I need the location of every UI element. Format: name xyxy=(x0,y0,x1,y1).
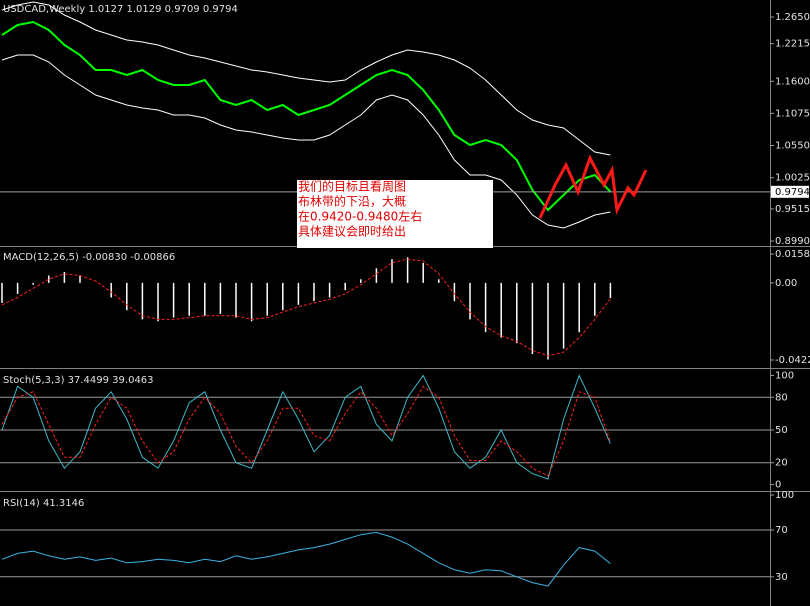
y-tick-label: 70 xyxy=(775,525,788,536)
y-tick-label: 30 xyxy=(775,572,788,583)
y-tick-label: 1.1600 xyxy=(775,76,810,87)
last-price-label: 0.9794 xyxy=(775,187,810,198)
annotation-text: 布林带的下沿，大概 xyxy=(298,194,406,209)
annotation-text: 在0.9420-0.9480左右 xyxy=(298,209,422,224)
y-tick-label: 100 xyxy=(775,490,794,501)
pane-title: RSI(14) 41.3146 xyxy=(3,498,84,509)
last-price-box xyxy=(771,185,809,198)
series-line xyxy=(1,1,611,156)
y-tick-label: 1.2215 xyxy=(775,39,810,50)
y-tick-label: 0.01584 xyxy=(775,249,810,260)
y-tick-label: 1.0550 xyxy=(775,141,810,152)
series-line xyxy=(1,258,611,357)
y-tick-label: 1.1075 xyxy=(775,108,810,119)
y-tick-label: 0.00 xyxy=(775,278,797,289)
series-line xyxy=(1,20,612,212)
y-tick-label: -0.04226 xyxy=(775,355,810,366)
y-tick-label: 0.9515 xyxy=(775,204,810,215)
annotation-box: 我们的目标且看周图布林带的下沿，大概在0.9420-0.9480左右具体建议会即… xyxy=(297,179,493,248)
pane-title: USDCAD,Weekly 1.0127 1.0129 0.9709 0.979… xyxy=(3,4,238,15)
annotation-text: 我们的目标且看周图 xyxy=(298,179,406,194)
y-tick-label: 80 xyxy=(775,392,788,403)
y-tick-label: 0.8990 xyxy=(775,236,810,247)
y-tick-label: 1.0025 xyxy=(775,173,810,184)
series-line xyxy=(1,385,611,477)
forecast-drawing xyxy=(538,154,648,219)
annotation-background xyxy=(297,180,493,248)
series-line xyxy=(1,531,611,587)
y-tick-label: 0 xyxy=(775,480,781,491)
pane-title: MACD(12,26,5) -0.00830 -0.00866 xyxy=(3,252,175,263)
series-line xyxy=(1,54,611,229)
y-tick-label: 20 xyxy=(775,458,788,469)
y-tick-label: 100 xyxy=(775,370,794,381)
plot-area: USDCAD,Weekly 1.0127 1.0129 0.9709 0.979… xyxy=(0,1,810,587)
pane-title: Stoch(5,3,3) 37.4499 39.0463 xyxy=(3,375,154,386)
y-tick-label: 50 xyxy=(775,425,788,436)
annotation-text: 具体建议会即时给出 xyxy=(298,225,406,239)
y-tick-label: 1.2650 xyxy=(775,12,810,23)
